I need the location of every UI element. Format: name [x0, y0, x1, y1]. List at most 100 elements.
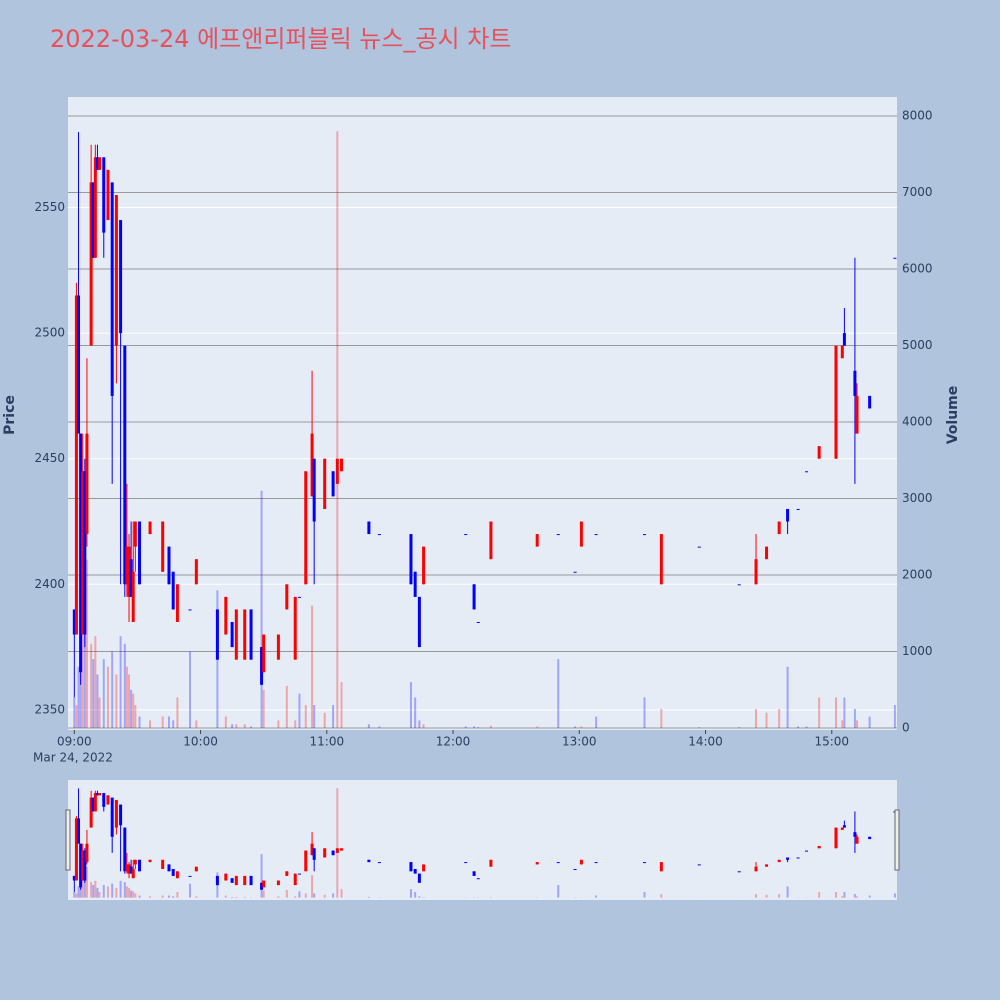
volume-bar [132, 693, 135, 729]
y2-tick-label: 5000 [902, 338, 933, 352]
candle-body [91, 182, 95, 258]
range-slider[interactable] [68, 780, 897, 900]
candle-body [535, 534, 539, 547]
slider-volume-bar [134, 893, 137, 898]
candle-body [834, 345, 838, 459]
candle-body [340, 458, 344, 472]
slider-candle-body [74, 818, 78, 881]
slider-volume-bar [304, 893, 307, 898]
candle-body [312, 458, 316, 522]
volume-bar [843, 697, 846, 729]
candle-body [489, 521, 493, 560]
volume-bar [595, 716, 598, 729]
volume-bar [98, 697, 101, 729]
slider-volume-bar [85, 866, 88, 898]
slider-candle-body [777, 859, 781, 863]
slider-candle-body [230, 878, 234, 883]
volume-bar [90, 643, 93, 729]
slider-volume-bar [557, 885, 560, 898]
slider-candle-body [409, 862, 413, 872]
slider-volume-bar [893, 893, 896, 898]
candle-body [224, 596, 228, 635]
candle-body [243, 609, 247, 660]
slider-volume-bar [262, 890, 265, 898]
slider-candle-body [310, 843, 314, 856]
slider-candle-body [659, 862, 663, 872]
slider-candle-body [161, 859, 165, 869]
volume-bar [536, 726, 539, 729]
candle-body [840, 345, 844, 359]
candle-body [464, 534, 468, 536]
slider-volume-bar [94, 880, 97, 898]
slider-handle[interactable] [894, 809, 900, 871]
slider-candle-body [472, 871, 476, 876]
candle-body [119, 220, 123, 334]
candle-body [659, 534, 663, 585]
candle-body [161, 521, 165, 572]
candle-body [215, 609, 219, 660]
slider-volume-bar [102, 885, 105, 898]
slider-volume-bar [856, 896, 859, 898]
slider-volume-bar [73, 892, 76, 898]
volume-bar [765, 712, 768, 729]
slider-candle-body [340, 848, 344, 851]
slider-volume-bar [189, 883, 192, 898]
slider-candle-body [476, 878, 480, 880]
volume-bar [778, 708, 781, 729]
candle-body [194, 559, 198, 585]
candle-body [110, 182, 114, 396]
volume-bar [304, 705, 307, 729]
slider-candle-body [125, 864, 129, 872]
y2-tick-label: 4000 [902, 414, 933, 428]
slider-volume-bar [409, 889, 412, 898]
slider-candle-body [72, 875, 76, 881]
slider-candle-body [89, 797, 93, 828]
candle-body [102, 157, 106, 233]
volume-bar [235, 724, 238, 729]
candle-body [422, 546, 426, 585]
volume-bar [464, 726, 467, 729]
candle-body [765, 546, 769, 560]
candle-body [72, 609, 76, 635]
slider-candle-body [737, 871, 741, 873]
slider-volume-bar [231, 896, 234, 898]
candle-body [249, 609, 253, 660]
slider-candle-body [123, 827, 127, 872]
y-tick-label: 2350 [34, 702, 65, 716]
candle-body [643, 534, 647, 536]
volume-bar [285, 685, 288, 729]
candle-body [817, 446, 821, 459]
slider-candle-body [579, 859, 583, 865]
candle-body [310, 433, 314, 497]
slider-candle-body [194, 866, 198, 872]
volume-bar [138, 716, 141, 729]
candle-body [579, 521, 583, 547]
slider-volume-bar [660, 894, 663, 898]
volume-bar [75, 705, 78, 729]
slider-volume-bar [167, 895, 170, 898]
slider-volume-bar [130, 890, 133, 898]
candle-body [335, 458, 339, 484]
slider-volume-bar [138, 895, 141, 898]
candle-body [230, 621, 234, 648]
candle-body [573, 571, 577, 573]
slider-volume-bar [161, 895, 164, 898]
volume-bar [856, 720, 859, 729]
slider-handle[interactable] [65, 809, 71, 871]
candle-body [79, 433, 83, 673]
slider-volume-bar [106, 886, 109, 898]
slider-volume-bar [336, 788, 339, 898]
slider-volume-bar [224, 895, 227, 898]
slider-candle-body [556, 862, 560, 864]
x-tick-label: 09:00 [57, 735, 92, 749]
slider-candle-body [127, 864, 131, 874]
slider-candle-body [129, 866, 133, 874]
candle-body [106, 169, 110, 221]
slider-candle-body [95, 793, 99, 796]
volume-bar [893, 705, 896, 729]
volume-bar [172, 720, 175, 729]
candle-body [697, 546, 701, 548]
y-tick-label: 2500 [34, 326, 65, 340]
slider-volume-bar [81, 876, 84, 898]
